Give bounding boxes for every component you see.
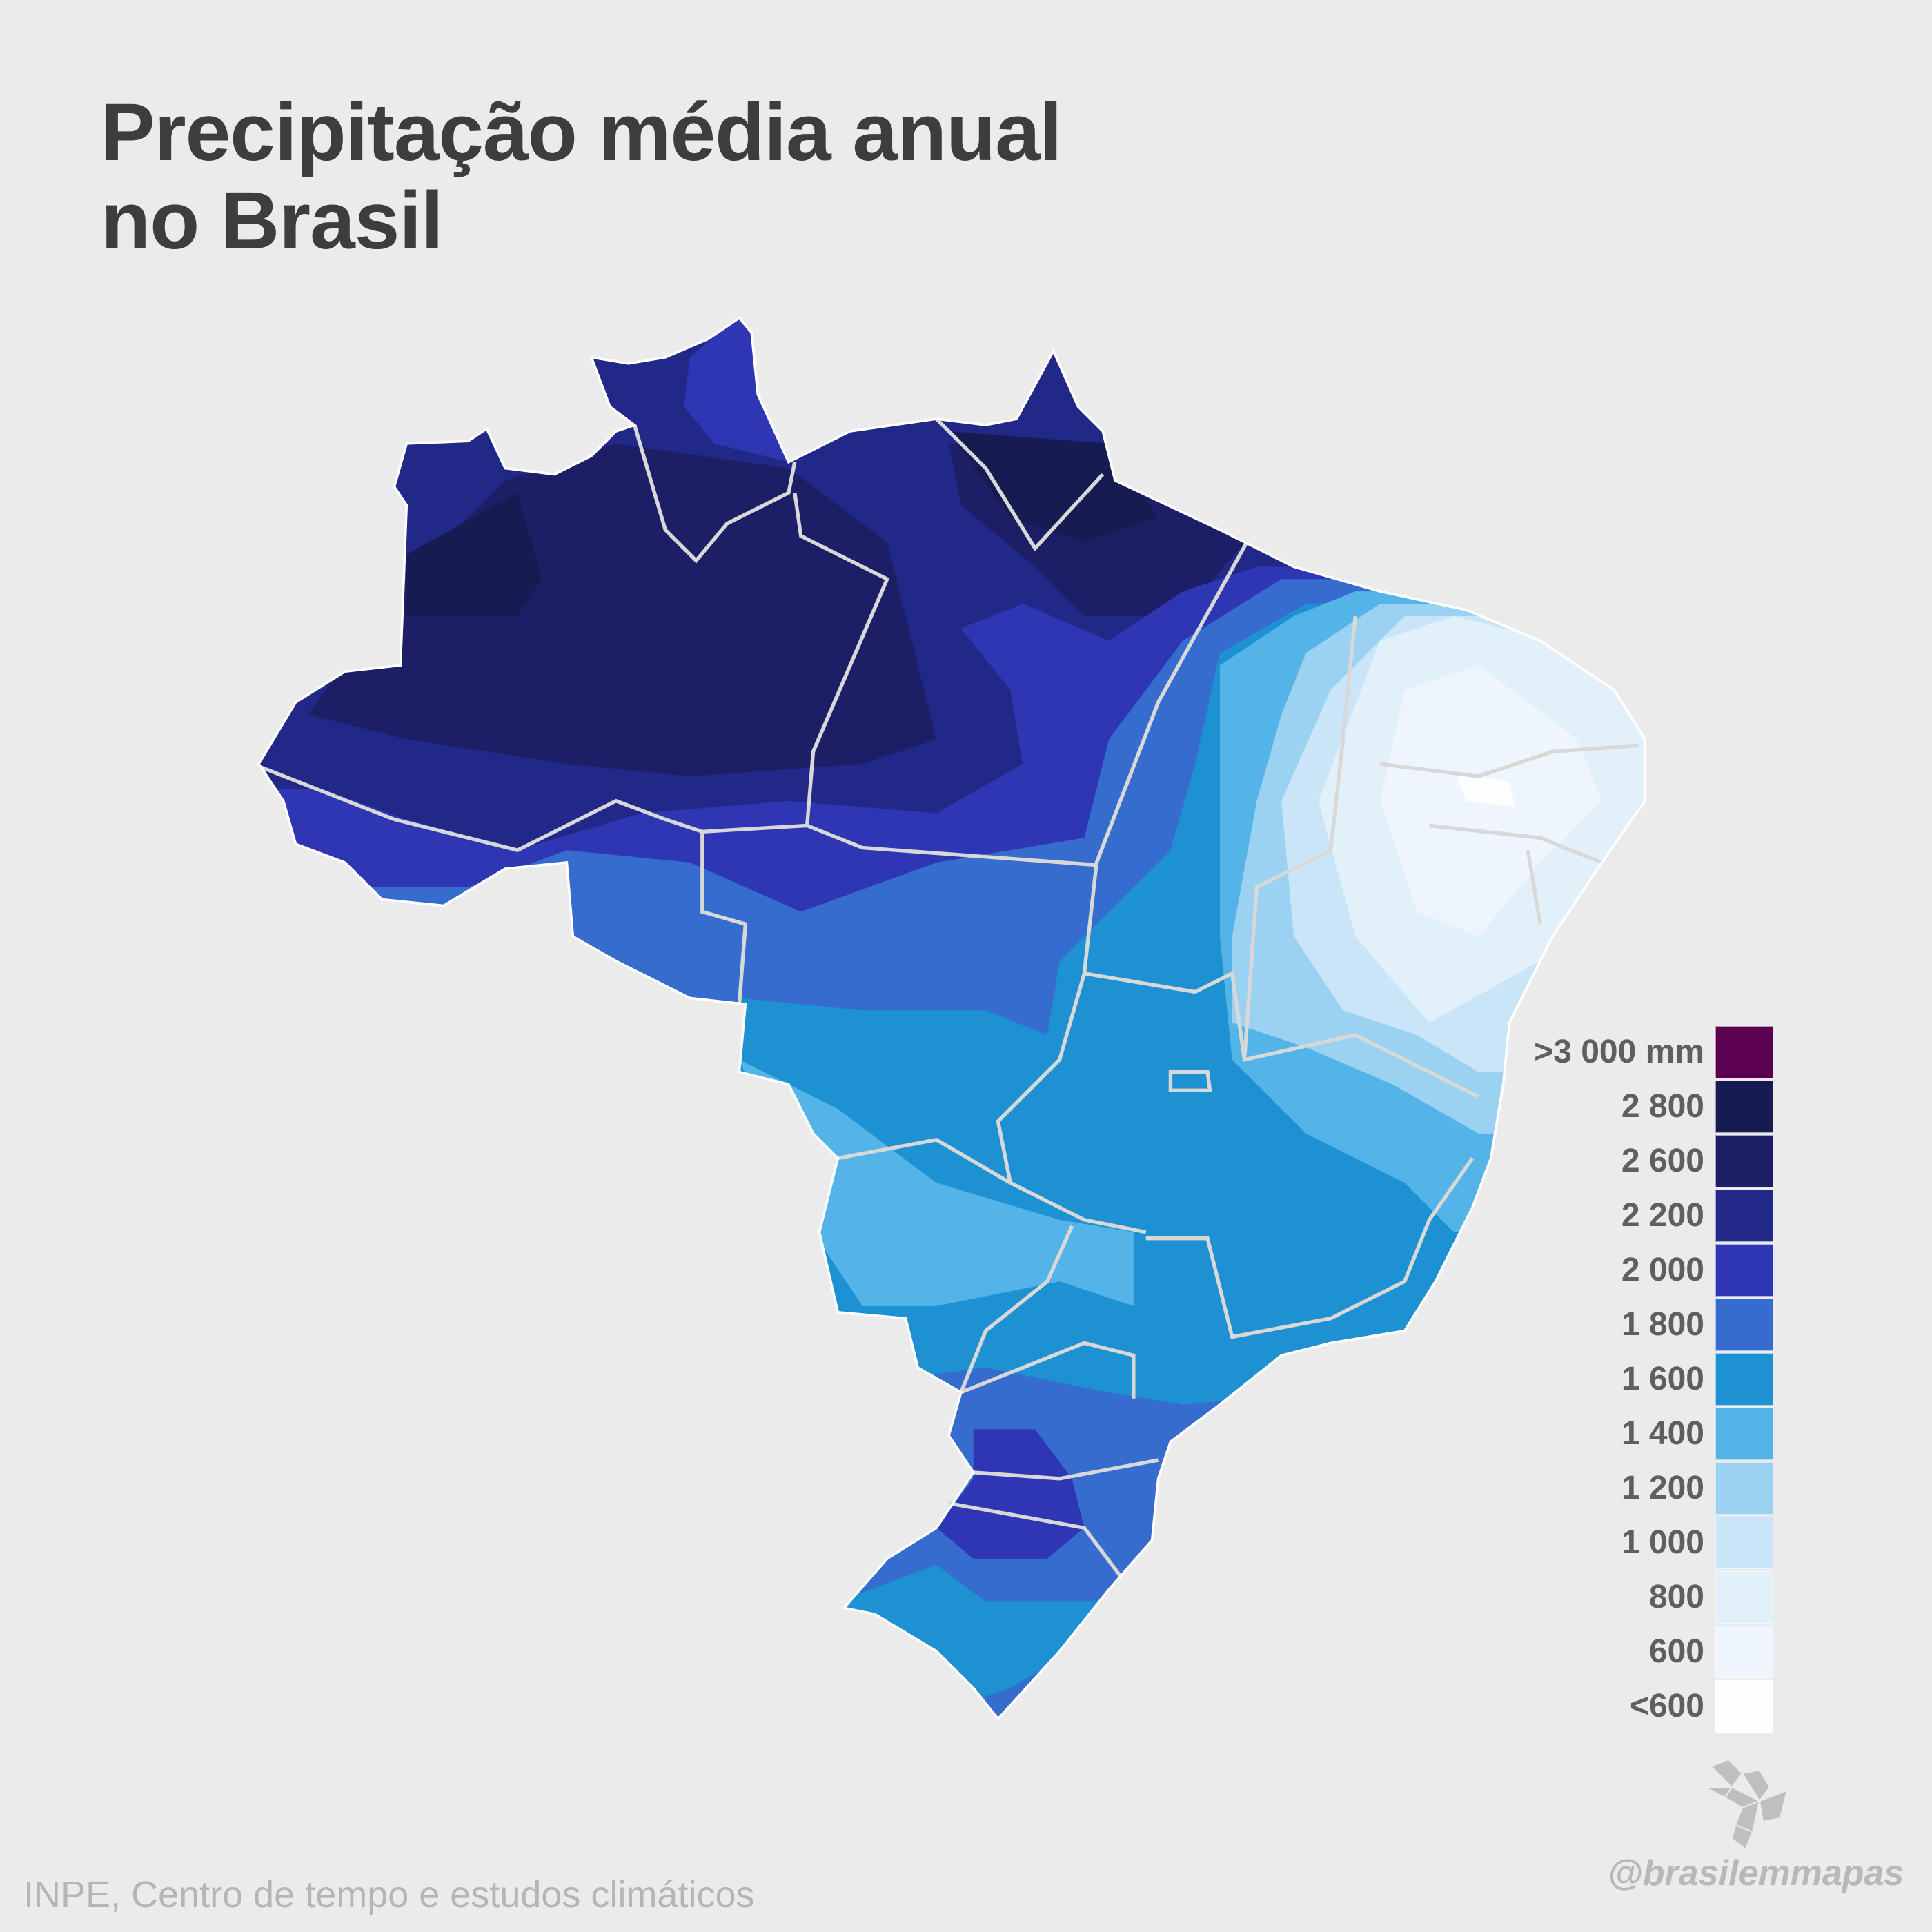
legend-item: 2 600: [1483, 1134, 1773, 1188]
precip-region-2800: [406, 493, 542, 616]
legend-swatch: [1715, 1625, 1773, 1678]
legend-label: 1 200: [1621, 1470, 1704, 1506]
legend-label: 2 600: [1621, 1143, 1704, 1179]
legend-label: 2 800: [1621, 1088, 1704, 1125]
legend-swatch: [1715, 1679, 1773, 1733]
legend-swatch: [1715, 1461, 1773, 1515]
source-text: INPE, Centro de tempo e estudos climátic…: [23, 1874, 755, 1915]
legend-label: 1 600: [1621, 1361, 1704, 1397]
legend-swatch: [1715, 1025, 1773, 1078]
legend-label: <600: [1629, 1688, 1704, 1724]
country-outline: [257, 316, 1646, 1721]
precip-region-2000: [936, 1429, 1085, 1559]
precip-region-2800: [949, 431, 1159, 542]
legend-label: 1 400: [1621, 1415, 1704, 1452]
state-borders: [258, 417, 1639, 1579]
legend-item: <600: [1483, 1679, 1773, 1733]
legend-swatch: [1715, 1298, 1773, 1351]
brasilemmapas-logo-icon: [1704, 1758, 1788, 1849]
precip-region-1600: [838, 1564, 1097, 1701]
chart-title: Precipitação média anual no Brasil: [101, 87, 1063, 266]
legend-item: 600: [1483, 1624, 1773, 1679]
legend-label: 800: [1648, 1579, 1704, 1615]
author-handle: @brasilemmapas: [1608, 1853, 1904, 1893]
legend-item: 1 800: [1483, 1297, 1773, 1352]
legend: >3 000 mm 2 800 2 600 2 200 2 000 1 800 1 600 1…: [1483, 1025, 1773, 1733]
legend-item: 2 800: [1483, 1079, 1773, 1134]
legend-label: 2 000: [1621, 1252, 1704, 1288]
legend-label: 1 800: [1621, 1306, 1704, 1343]
legend-swatch: [1715, 1189, 1773, 1242]
precip-region-<600: [1454, 770, 1516, 807]
legend-swatch: [1715, 1134, 1773, 1187]
legend-swatch: [1715, 1352, 1773, 1406]
legend-label: 2 200: [1621, 1197, 1704, 1234]
legend-item: >3 000 mm: [1483, 1025, 1773, 1079]
legend-item: 800: [1483, 1570, 1773, 1624]
legend-swatch: [1715, 1243, 1773, 1297]
title-line-2: no Brasil: [101, 175, 444, 266]
legend-label: 600: [1648, 1633, 1704, 1670]
legend-item: 2 000: [1483, 1243, 1773, 1297]
legend-swatch: [1715, 1407, 1773, 1460]
legend-swatch: [1715, 1516, 1773, 1569]
legend-item: 1 600: [1483, 1352, 1773, 1406]
legend-label: >3 000 mm: [1534, 1034, 1704, 1070]
legend-swatch: [1715, 1570, 1773, 1624]
legend-item: 1 200: [1483, 1461, 1773, 1515]
legend-item: 2 200: [1483, 1188, 1773, 1243]
legend-item: 1 000: [1483, 1515, 1773, 1570]
legend-swatch: [1715, 1080, 1773, 1133]
title-line-1: Precipitação média anual: [101, 87, 1063, 178]
legend-label: 1 000: [1621, 1524, 1704, 1561]
legend-item: 1 400: [1483, 1406, 1773, 1461]
